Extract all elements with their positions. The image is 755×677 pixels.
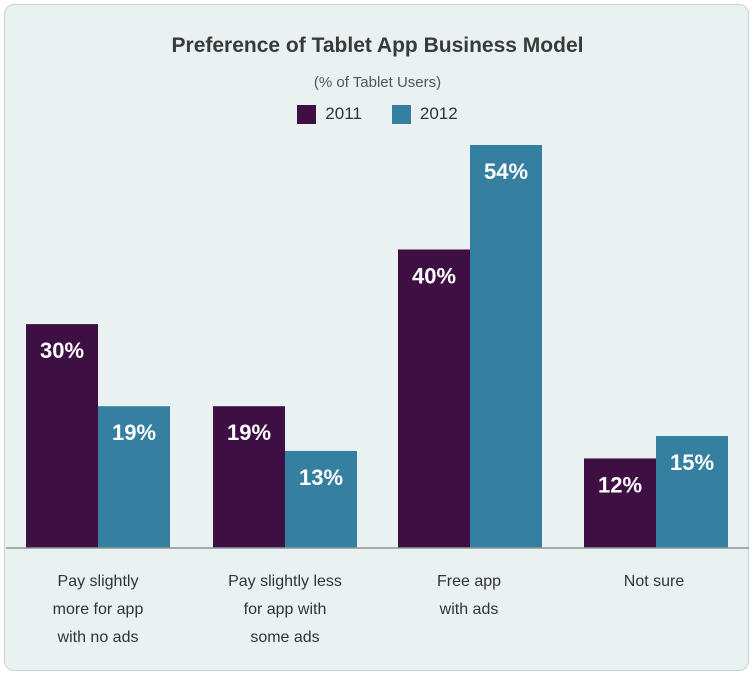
- legend-item-2012: 2012: [391, 104, 458, 124]
- bar-2011-2: [398, 249, 470, 548]
- legend-label-2012: 2012: [419, 104, 458, 123]
- bar-2011-1: [213, 406, 285, 548]
- legend-label-2011: 2011: [325, 104, 362, 123]
- data-label-2012-3: 15%: [670, 450, 714, 475]
- chart-card: [4, 4, 749, 671]
- bar-2012-0: [98, 406, 170, 548]
- data-label-2012-2: 54%: [484, 159, 528, 184]
- legend-swatch-2012: [391, 104, 411, 124]
- category-label-0: Pay slightly more for app with no ads: [52, 573, 144, 646]
- category-label-3: Not sure: [623, 573, 685, 590]
- chart-title: Preference of Tablet App Business Model: [171, 34, 584, 57]
- data-label-2011-3: 12%: [598, 472, 642, 497]
- category-label-2: Free app with ads: [436, 573, 502, 618]
- legend-swatch-2011: [297, 104, 317, 124]
- category-label-1: Pay slightly less for app with some ads: [228, 573, 342, 646]
- legend-item-2011: 2011: [297, 104, 362, 124]
- legend: 2011 2012: [0, 104, 755, 124]
- data-label-2011-0: 30%: [40, 338, 84, 363]
- data-label-2012-1: 13%: [299, 465, 343, 490]
- bar-2012-2: [470, 145, 542, 548]
- bar-2012-3: [656, 436, 728, 548]
- bar-2012-1: [285, 450, 357, 548]
- data-label-2012-0: 19%: [112, 420, 156, 445]
- bar-2011-3: [584, 458, 656, 548]
- data-label-2011-2: 40%: [412, 263, 456, 288]
- chart-subtitle: (% of Tablet Users): [313, 74, 442, 91]
- data-label-2011-1: 19%: [227, 420, 271, 445]
- bar-2011-0: [26, 324, 98, 548]
